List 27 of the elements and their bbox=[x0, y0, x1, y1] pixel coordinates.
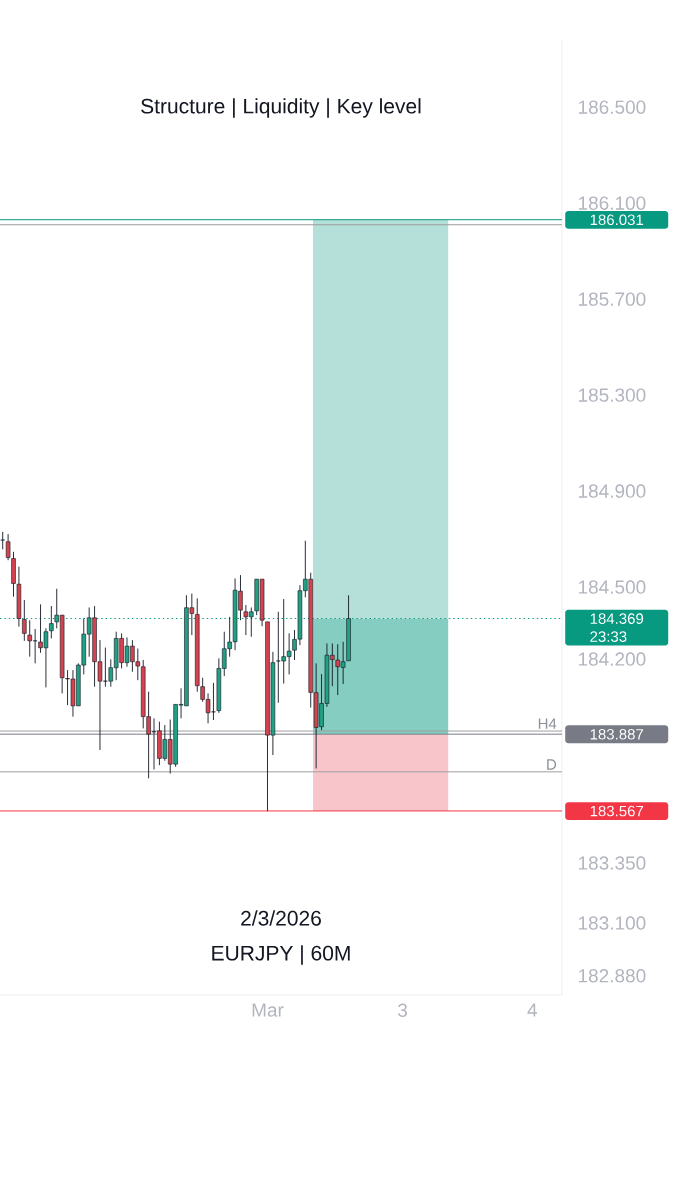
y-tick-label: 186.100 bbox=[578, 196, 646, 210]
candlestick bbox=[22, 599, 27, 642]
y-tick-label: 184.500 bbox=[578, 580, 646, 594]
y-tick-label: 184.900 bbox=[578, 484, 646, 498]
y-tick-label: 185.700 bbox=[578, 292, 646, 306]
candlestick bbox=[0, 531, 5, 550]
annotation: D bbox=[547, 759, 557, 770]
ref-line-label: 184.369 bbox=[590, 613, 644, 624]
x-tick-label: Mar bbox=[252, 1003, 284, 1017]
ref-line-label: 183.887 bbox=[590, 728, 644, 740]
text: 23:33 bbox=[590, 631, 627, 642]
text: Structure | Liquidity | Key level bbox=[141, 98, 421, 118]
annotation: 2/3/2026 bbox=[241, 910, 321, 926]
x-tick-label: 3 bbox=[398, 1003, 408, 1017]
y-tick-label: 185.300 bbox=[578, 388, 646, 402]
ref-line-label: 183.567 bbox=[590, 805, 644, 817]
annotation: H4 bbox=[538, 718, 557, 729]
candlestick bbox=[5, 533, 11, 561]
y-tick-label: 183.350 bbox=[578, 856, 646, 870]
annotation: EURJPY | 60M bbox=[212, 945, 350, 965]
y-tick-label: 183.100 bbox=[578, 916, 646, 930]
y-tick-label: 186.500 bbox=[578, 100, 646, 114]
y-tick-label: 184.200 bbox=[578, 652, 646, 666]
x-tick-label: 4 bbox=[527, 1003, 538, 1017]
y-tick-label: 182.880 bbox=[578, 969, 646, 983]
candlestick bbox=[49, 605, 54, 639]
ref-line-label: 186.031 bbox=[590, 214, 644, 226]
